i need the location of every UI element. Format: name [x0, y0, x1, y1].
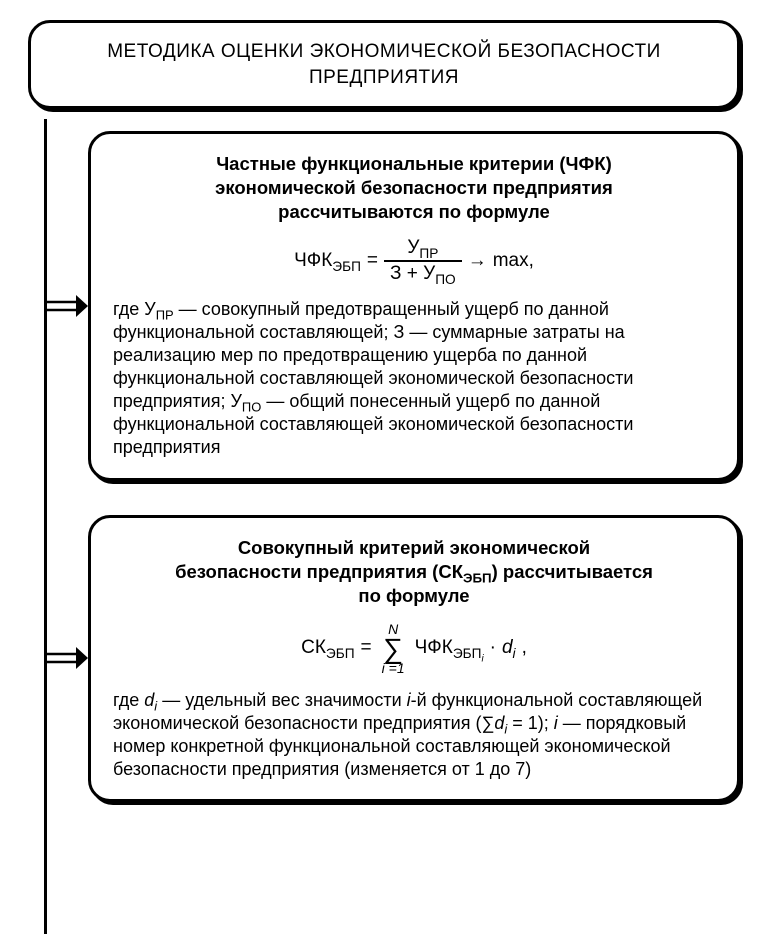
f1-num-base: У: [407, 237, 419, 258]
leg2-sum: ∑: [481, 713, 494, 733]
leg2-p3: = 1);: [507, 713, 554, 733]
f2-eq: =: [361, 637, 372, 659]
chfk-box: Частные функциональные критерии (ЧФК) эк…: [88, 131, 740, 480]
f2-term: ЧФКЭБПi: [415, 637, 484, 660]
sk-box: Совокупный критерий экономической безопа…: [88, 515, 740, 802]
sigma-icon: N ∑ i =1: [382, 622, 405, 675]
f1-tail: max,: [493, 250, 534, 272]
leg2-p0: где: [113, 690, 144, 710]
f1-den-sub: ПО: [435, 272, 455, 287]
sigma-bottom: i =1: [382, 661, 405, 675]
f1-fraction: УПР З + УПО: [384, 238, 462, 284]
header-box: МЕТОДИКА ОЦЕНКИ ЭКОНОМИЧЕСКОЙ БЕЗОПАСНОС…: [28, 20, 740, 109]
f1-arrow: →: [468, 250, 487, 272]
chfk-title-l3: рассчитываются по формуле: [113, 200, 715, 224]
sk-title-l3: по формуле: [113, 584, 715, 608]
chfk-title-l1: Частные функциональные критерии (ЧФК): [113, 152, 715, 176]
f1-lhs: ЧФКЭБП: [294, 250, 361, 272]
leg2-p1: — удельный вес значимости: [157, 690, 406, 710]
chfk-legend: где УПР — совокупный предотвращенный уще…: [113, 298, 715, 459]
arrow-icon: [44, 647, 88, 669]
arrow-icon: [44, 295, 88, 317]
f2-lhs-base: СК: [301, 637, 326, 658]
f2-dot: ·: [490, 637, 496, 659]
f1-lhs-base: ЧФК: [294, 250, 332, 271]
sigma-symbol: ∑: [383, 636, 403, 661]
f2-d: di: [502, 637, 516, 659]
f1-eq: =: [367, 250, 378, 272]
f1-num: УПР: [401, 238, 444, 260]
chfk-title: Частные функциональные критерии (ЧФК) эк…: [113, 152, 715, 224]
f2-term-sub1: ЭБП: [453, 646, 482, 661]
sk-legend: где di — удельный вес значимости i-й фун…: [113, 689, 715, 781]
f1-den-p1: З + У: [390, 263, 435, 284]
section-chfk: Частные функциональные критерии (ЧФК) эк…: [88, 131, 740, 480]
f1-num-sub: ПР: [419, 246, 438, 261]
f2-tail: ,: [522, 637, 527, 659]
f2-d-base: d: [502, 637, 513, 658]
f1-den: З + УПО: [384, 260, 462, 284]
leg2-d2: d: [494, 713, 504, 733]
chfk-formula: ЧФКЭБП = УПР З + УПО → max,: [113, 238, 715, 284]
header-title-line1: МЕТОДИКА ОЦЕНКИ ЭКОНОМИЧЕСКОЙ БЕЗОПАСНОС…: [61, 39, 707, 65]
sk-title-l2: безопасности предприятия (СКЭБП) рассчит…: [113, 560, 715, 584]
leg1-p1s: ПО: [242, 400, 261, 415]
leg1-p0s: ПР: [156, 308, 174, 323]
f1-lhs-sub: ЭБП: [332, 259, 361, 274]
sk-title-l1: Совокупный критерий экономической: [113, 536, 715, 560]
header-title-line2: ПРЕДПРИЯТИЯ: [61, 65, 707, 91]
connector-vertical-line: [44, 119, 47, 934]
section-sk: Совокупный критерий экономической безопа…: [88, 515, 740, 802]
content-area: Частные функциональные критерии (ЧФК) эк…: [28, 131, 740, 802]
sk-formula: СКЭБП = N ∑ i =1 ЧФКЭБПi · di ,: [113, 622, 715, 675]
chfk-title-l2: экономической безопасности предприятия: [113, 176, 715, 200]
sk-title-l2b: ) рассчитывается: [492, 561, 653, 582]
sk-title: Совокупный критерий экономической безопа…: [113, 536, 715, 608]
f2-term-base: ЧФК: [415, 637, 453, 658]
f2-lhs: СКЭБП: [301, 637, 354, 659]
leg2-d: d: [144, 690, 154, 710]
leg1-p0: где У: [113, 299, 156, 319]
f2-d-sub: i: [513, 646, 516, 661]
f2-lhs-sub: ЭБП: [326, 646, 355, 661]
sk-title-l2a: безопасности предприятия (СК: [175, 561, 463, 582]
f2-term-sub2: i: [481, 654, 483, 665]
